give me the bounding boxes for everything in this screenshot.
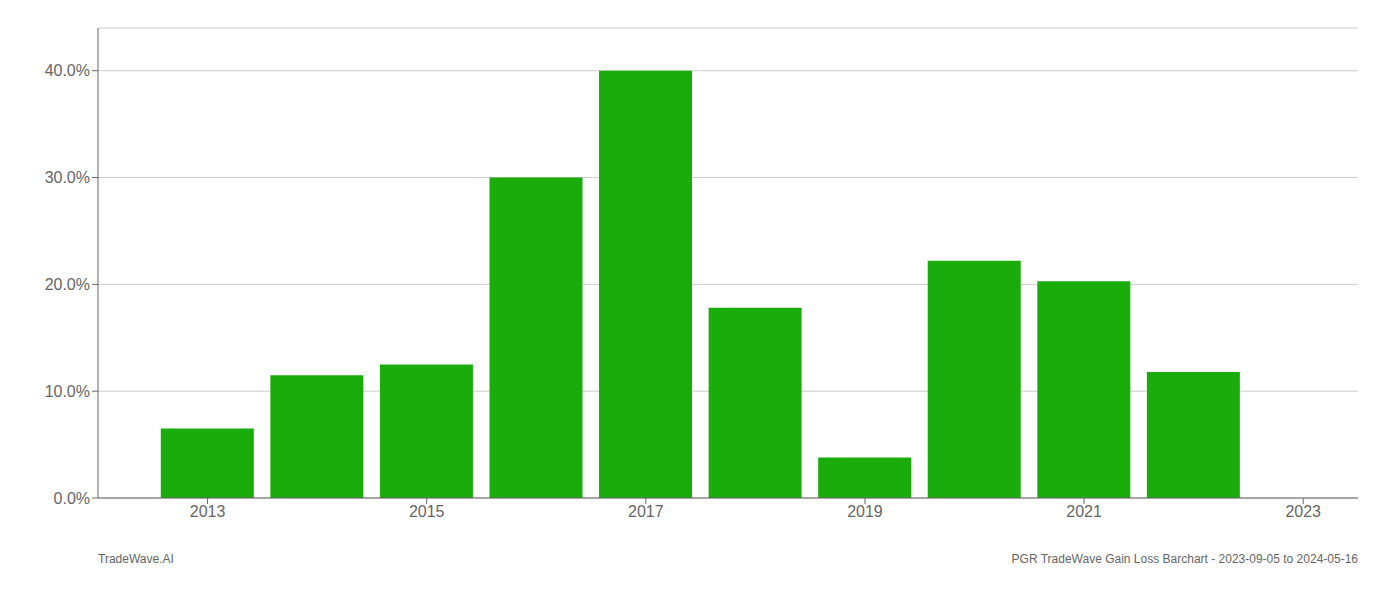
svg-text:2015: 2015 [409, 503, 445, 520]
svg-text:0.0%: 0.0% [54, 490, 90, 507]
svg-text:30.0%: 30.0% [45, 169, 90, 186]
svg-text:2021: 2021 [1066, 503, 1102, 520]
html-text:TradeWave.AI: TradeWave.AI [98, 552, 174, 566]
svg-text:2013: 2013 [190, 503, 226, 520]
svg-text:10.0%: 10.0% [45, 383, 90, 400]
svg-text:20.0%: 20.0% [45, 276, 90, 293]
svg-text:2023: 2023 [1285, 503, 1321, 520]
svg-text:2019: 2019 [847, 503, 883, 520]
html-text:PGR TradeWave Gain Loss Barcha: PGR TradeWave Gain Loss Barchart - 2023-… [1011, 552, 1358, 566]
svg-text:2017: 2017 [628, 503, 664, 520]
svg-text:40.0%: 40.0% [45, 62, 90, 79]
